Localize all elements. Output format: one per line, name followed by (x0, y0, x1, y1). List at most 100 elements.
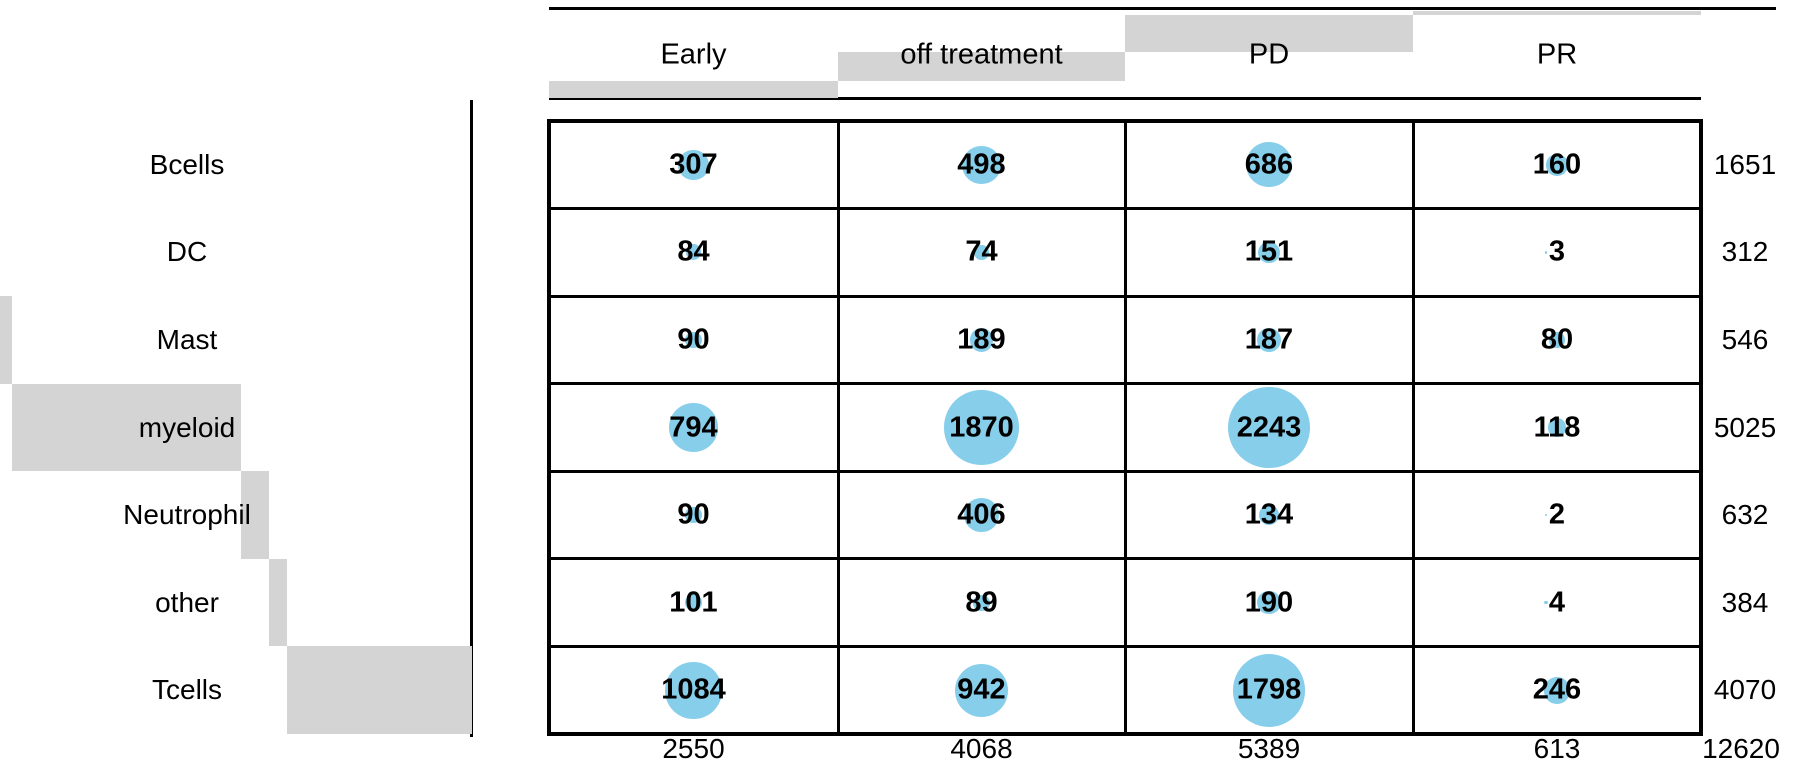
grand-total: 12620 (1702, 733, 1780, 764)
grid-hline (547, 382, 1703, 386)
balloon (1546, 153, 1568, 176)
cell-value: 90 (677, 323, 710, 356)
balloon (1258, 241, 1280, 263)
cell-value: 794 (669, 411, 718, 443)
balloon (678, 149, 709, 180)
row-margin-bar (12, 383, 241, 472)
cell-value: 307 (669, 148, 718, 181)
cell-value: 187 (1244, 323, 1294, 356)
cell-value: 90 (677, 498, 710, 531)
balloon (1257, 328, 1281, 352)
grid-vline (547, 119, 551, 736)
balloon (669, 403, 718, 452)
balloon (944, 390, 1019, 465)
row-margin-bar (0, 296, 13, 384)
balloon (969, 328, 994, 352)
row-header-tcells: Tcells (151, 674, 223, 706)
header-baseline-rule (549, 97, 1701, 100)
row-header-dc: DC (166, 236, 208, 268)
cell-value: 151 (1244, 235, 1294, 268)
column-header-off-treatment: off treatment (900, 38, 1063, 71)
row-total: 384 (1721, 586, 1769, 618)
cell-value: 1870 (949, 411, 1014, 443)
grid-hline (547, 469, 1703, 473)
column-margin-bar (1413, 10, 1701, 15)
row-margin-bar (269, 558, 287, 647)
cell-value: 2 (1548, 498, 1566, 531)
column-margin-bar (838, 52, 1125, 81)
cell-value: 246 (1532, 673, 1582, 706)
grid-hline (547, 294, 1703, 298)
cell-value: 3 (1548, 235, 1566, 268)
cell-value: 80 (1540, 323, 1574, 356)
cell-value: 74 (965, 235, 998, 268)
row-margin-bar (240, 471, 270, 559)
balloon (974, 244, 989, 260)
cell-value: 406 (957, 498, 1006, 531)
balloon (1549, 332, 1565, 348)
balloon (665, 661, 722, 719)
balloon (1232, 653, 1306, 727)
cell-value: 4 (1548, 586, 1566, 619)
balloon (684, 593, 703, 612)
balloon (1257, 590, 1281, 615)
cell-value: 89 (965, 586, 998, 619)
grid-hline (547, 557, 1703, 561)
column-margin-bar (549, 80, 838, 99)
cell-value: 498 (957, 148, 1006, 181)
row-header-other: other (155, 586, 219, 618)
row-margin-bar (286, 646, 472, 734)
row-axis-line (470, 100, 473, 737)
column-header-pd: PD (1248, 38, 1290, 71)
balloon (1544, 513, 1548, 517)
balloon (1544, 250, 1548, 254)
cell-value: 1084 (661, 673, 726, 706)
column-total: 5389 (1237, 733, 1301, 764)
grid-hline (547, 644, 1703, 648)
cell-value: 942 (957, 673, 1006, 706)
column-total: 613 (1533, 733, 1581, 764)
balloon (964, 497, 999, 533)
row-header-neutrophil: Neutrophil (123, 499, 251, 531)
row-total: 546 (1721, 323, 1769, 355)
column-total: 2550 (662, 733, 725, 764)
row-total: 632 (1721, 499, 1769, 531)
balloon (1547, 418, 1567, 437)
cell-value: 2243 (1236, 411, 1302, 443)
balloon (1228, 386, 1310, 469)
cell-value: 190 (1244, 586, 1294, 619)
cell-value: 189 (957, 323, 1006, 356)
column-header-early: Early (660, 38, 727, 71)
grid-vline (1411, 119, 1415, 736)
column-margin-bar (1125, 14, 1413, 53)
cell-value: 686 (1244, 148, 1294, 181)
header-top-rule (549, 7, 1776, 10)
cell-value: 84 (677, 235, 710, 268)
grid-vline (836, 119, 840, 736)
row-total: 312 (1721, 236, 1769, 268)
row-total: 4070 (1713, 674, 1777, 706)
grid-hline (547, 732, 1703, 736)
row-header-myeloid: myeloid (138, 411, 236, 443)
row-header-mast: Mast (156, 323, 218, 355)
balloon (955, 663, 1008, 717)
cell-value: 1798 (1236, 673, 1302, 706)
cell-value: 134 (1244, 498, 1294, 531)
grid-vline (1699, 119, 1703, 736)
row-header-bcells: Bcells (149, 148, 225, 180)
balloon (685, 244, 702, 261)
balloon (1544, 600, 1548, 605)
grid-vline (1123, 119, 1127, 736)
grid-hline (547, 119, 1703, 123)
balloon (973, 594, 990, 611)
balloon (1259, 505, 1279, 526)
cell-value: 118 (1533, 411, 1581, 443)
balloon (1246, 142, 1292, 188)
balloon (685, 331, 702, 349)
balloon (1543, 676, 1571, 704)
column-total: 4068 (950, 733, 1013, 764)
balloon (685, 506, 702, 524)
cell-value: 160 (1532, 148, 1582, 181)
balloon (962, 145, 1001, 184)
